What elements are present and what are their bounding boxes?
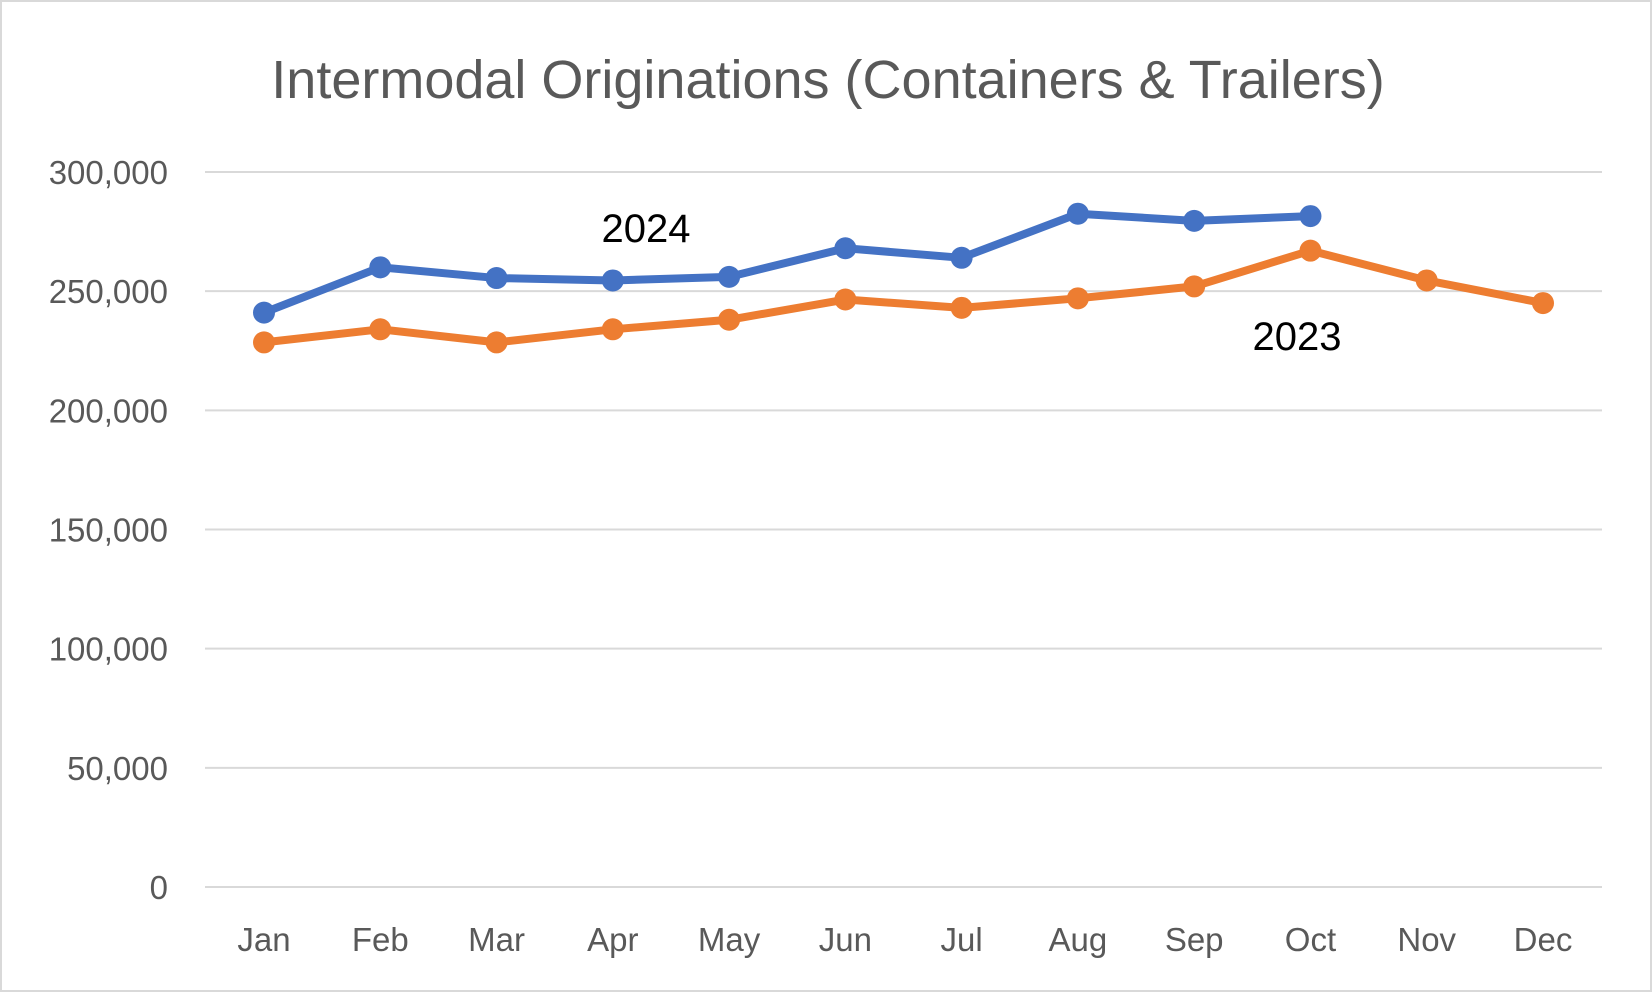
data-point: [1532, 292, 1554, 315]
data-point: [950, 246, 973, 269]
series-line-2024: [262, 209, 1311, 317]
data-point: [485, 331, 508, 354]
series-2024: [253, 202, 1322, 324]
data-point: [1299, 239, 1322, 262]
data-point: [253, 331, 275, 354]
x-tick-label: Feb: [352, 921, 409, 958]
series-2023: [253, 239, 1554, 354]
y-tick-label: 200,000: [49, 392, 168, 429]
x-tick-label: Apr: [587, 921, 638, 958]
data-point: [1415, 269, 1438, 292]
x-tick-label: Oct: [1285, 921, 1336, 958]
data-point: [601, 318, 624, 341]
y-tick-label: 250,000: [49, 273, 168, 310]
data-point: [1183, 275, 1206, 298]
data-point: [718, 308, 741, 331]
y-tick-label: 100,000: [49, 631, 168, 668]
data-point: [950, 296, 973, 319]
series-line-2023: [263, 246, 1544, 347]
y-tick-label: 300,000: [49, 154, 168, 191]
data-point: [369, 318, 392, 341]
data-point: [1066, 202, 1089, 225]
x-tick-label: Jul: [941, 921, 983, 958]
x-tick-label: Jan: [237, 921, 290, 958]
data-point: [718, 265, 741, 288]
series-label-2024: 2024: [602, 207, 691, 251]
data-point: [1183, 209, 1206, 232]
y-tick-label: 0: [150, 869, 168, 906]
x-tick-label: May: [698, 921, 761, 958]
data-point: [1066, 287, 1089, 310]
data-point: [253, 301, 275, 324]
x-tick-label: Dec: [1514, 921, 1573, 958]
data-point: [601, 269, 624, 292]
data-point: [834, 288, 857, 311]
x-tick-label: Sep: [1165, 921, 1224, 958]
y-tick-label: 150,000: [49, 512, 168, 549]
series-label-2023: 2023: [1253, 315, 1342, 359]
x-tick-label: Aug: [1049, 921, 1108, 958]
y-tick-label: 50,000: [67, 750, 168, 787]
x-tick-label: Jun: [819, 921, 872, 958]
data-point: [485, 267, 508, 290]
data-point: [834, 237, 857, 260]
data-point: [369, 256, 392, 279]
chart-title: Intermodal Originations (Containers & Tr…: [271, 50, 1384, 110]
x-tick-label: Mar: [468, 921, 525, 958]
x-tick-label: Nov: [1397, 921, 1456, 958]
data-point: [1299, 205, 1322, 228]
